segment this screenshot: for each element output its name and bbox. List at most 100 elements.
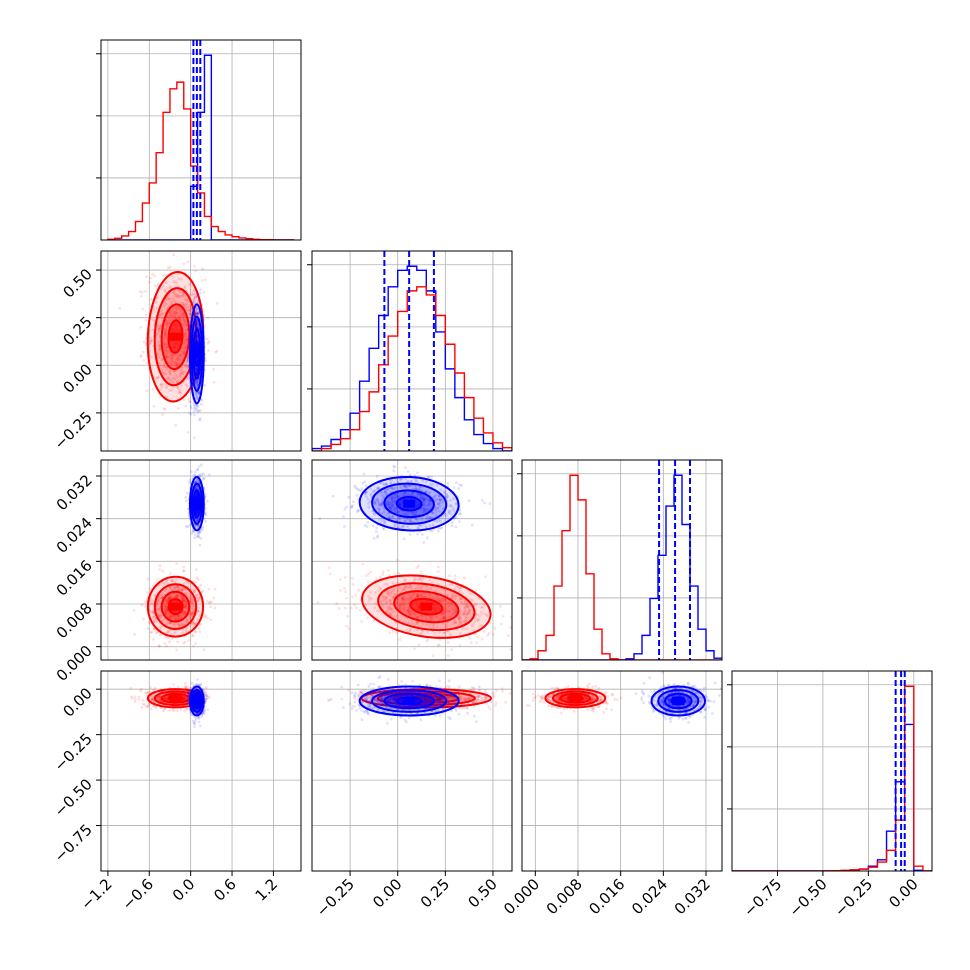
- sample-point: [402, 588, 406, 591]
- sample-point: [152, 614, 156, 618]
- sample-point: [167, 596, 170, 600]
- sample-point: [401, 525, 405, 529]
- sample-point: [163, 589, 167, 593]
- sample-point: [163, 349, 167, 352]
- sample-point: [431, 511, 435, 515]
- sample-point: [178, 375, 182, 378]
- sample-point: [151, 318, 155, 322]
- sample-point: [413, 513, 417, 516]
- sample-point: [453, 574, 457, 578]
- sample-point: [170, 579, 174, 582]
- sample-point: [412, 612, 416, 615]
- sample-point: [160, 382, 163, 386]
- sample-point: [180, 598, 184, 601]
- sample-point: [193, 473, 197, 476]
- sample-point: [148, 603, 152, 607]
- contour-line: [395, 496, 423, 512]
- sample-point: [179, 368, 183, 371]
- sample-point: [416, 594, 420, 597]
- sample-point: [198, 291, 202, 295]
- sample-point: [425, 489, 428, 493]
- sample-point: [381, 499, 384, 503]
- sample-point: [167, 597, 170, 601]
- sample-point: [164, 342, 168, 346]
- sample-point: [396, 481, 400, 484]
- sample-point: [171, 275, 175, 278]
- sample-point: [150, 355, 154, 359]
- sample-point: [145, 389, 149, 393]
- sample-point: [172, 310, 175, 314]
- sample-point: [151, 697, 155, 701]
- sample-point: [167, 361, 171, 364]
- sample-point: [191, 621, 195, 624]
- panel-frame: [100, 250, 302, 452]
- sample-point: [372, 511, 376, 515]
- sample-point: [156, 608, 159, 611]
- sample-point: [183, 345, 187, 349]
- sample-point: [402, 485, 406, 488]
- sample-point: [185, 338, 189, 341]
- sample-point: [395, 495, 399, 498]
- sample-point: [195, 617, 199, 621]
- sample-point: [408, 629, 412, 632]
- sample-point: [413, 647, 416, 651]
- sample-point: [146, 627, 150, 630]
- sample-point: [418, 524, 421, 527]
- sample-point: [176, 616, 180, 619]
- sample-point: [203, 692, 207, 696]
- y-tick-label: 0.024: [53, 514, 96, 557]
- sample-point: [465, 612, 469, 616]
- sample-point: [195, 493, 199, 497]
- sample-point: [392, 499, 395, 503]
- sample-point: [440, 599, 444, 603]
- sample-point: [422, 499, 426, 503]
- sample-point: [388, 515, 391, 518]
- sample-point: [182, 569, 186, 573]
- sample-point: [162, 709, 165, 713]
- sample-point: [199, 408, 202, 412]
- sample-point: [191, 602, 195, 606]
- sample-point: [355, 606, 358, 610]
- sample-point: [437, 643, 441, 647]
- sample-point: [195, 321, 199, 325]
- sample-point: [375, 535, 379, 539]
- sample-point: [471, 624, 475, 628]
- sample-point: [450, 648, 454, 651]
- sample-point: [178, 290, 182, 293]
- sample-point: [369, 487, 372, 491]
- sample-point: [143, 703, 146, 706]
- sample-point: [387, 569, 390, 572]
- sample-point: [419, 497, 422, 500]
- sample-point: [195, 493, 199, 497]
- sample-point: [424, 595, 428, 598]
- y-tick-label: 0.016: [53, 556, 96, 599]
- sample-point: [189, 412, 193, 416]
- sample-point: [491, 632, 495, 636]
- sample-point: [195, 493, 199, 497]
- sample-point: [167, 266, 170, 270]
- sample-point: [409, 597, 413, 601]
- sample-point: [158, 348, 162, 352]
- sample-point: [193, 588, 197, 592]
- sample-point: [164, 611, 168, 615]
- sample-point: [192, 410, 196, 413]
- sample-point: [403, 602, 406, 606]
- sample-point: [377, 501, 380, 504]
- sample-point: [191, 302, 195, 306]
- sample-point: [509, 615, 512, 619]
- sample-point: [204, 359, 208, 363]
- sample-point: [201, 589, 205, 593]
- sample-point: [163, 605, 167, 609]
- sample-point: [184, 302, 188, 306]
- sample-point: [133, 697, 137, 701]
- sample-point: [149, 597, 153, 601]
- sample-point: [178, 318, 182, 322]
- sample-point: [183, 341, 186, 345]
- sample-point: [157, 607, 161, 611]
- sample-point: [155, 376, 159, 380]
- sample-point: [178, 353, 182, 357]
- sample-point: [187, 319, 191, 323]
- sample-point: [451, 612, 455, 616]
- sample-point: [185, 620, 189, 624]
